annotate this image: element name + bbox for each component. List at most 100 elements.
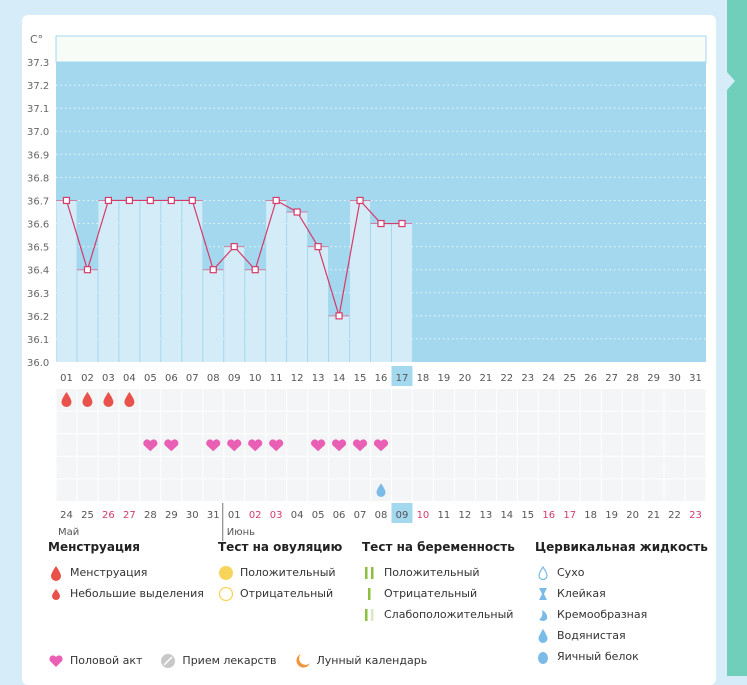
symbol-cell xyxy=(475,479,496,501)
legend-label: Прием лекарств xyxy=(182,654,277,667)
symbol-cell xyxy=(622,456,643,479)
cycle-day-label: 15 xyxy=(354,373,367,384)
symbol-cell xyxy=(245,479,266,501)
symbol-cell xyxy=(517,456,538,479)
symbol-cell xyxy=(496,479,517,501)
current-date-highlight xyxy=(391,503,413,523)
legend-label: Менструация xyxy=(70,566,148,579)
temperature-bar xyxy=(287,212,308,362)
temperature-point xyxy=(230,243,238,251)
legend-item: Кремообразная xyxy=(535,604,708,625)
symbol-cell xyxy=(287,411,308,434)
symbol-cell xyxy=(182,411,203,434)
symbol-cell xyxy=(496,389,517,411)
symbol-cell xyxy=(98,479,119,501)
symbol-cell xyxy=(224,479,245,501)
symbol-cell xyxy=(140,411,161,434)
symbol-cell xyxy=(685,434,706,456)
legend-label: Небольшие выделения xyxy=(70,587,204,600)
moon-icon xyxy=(295,653,311,669)
arrow-right-icon[interactable] xyxy=(727,72,735,90)
symbol-cell xyxy=(538,389,559,411)
small-drop-icon xyxy=(48,586,64,602)
symbol-cell xyxy=(664,456,685,479)
symbol-cell xyxy=(412,389,433,411)
menstruation-drop-icon xyxy=(61,392,72,407)
date-label: 01 xyxy=(228,510,241,521)
cycle-day-label: 26 xyxy=(584,373,597,384)
legend-item: Прием лекарств xyxy=(160,650,277,671)
symbol-cell xyxy=(371,389,391,411)
legend-item: Положительный xyxy=(218,562,342,583)
symbol-cell xyxy=(245,456,266,479)
symbol-cell xyxy=(329,389,350,411)
symbol-cell xyxy=(203,389,224,411)
symbol-cell xyxy=(203,479,224,501)
symbol-cell xyxy=(391,389,412,411)
symbol-cell xyxy=(601,434,622,456)
legend-title: Менструация xyxy=(48,540,140,554)
symbol-cell xyxy=(496,456,517,479)
symbol-cell xyxy=(622,434,643,456)
temperature-bar xyxy=(98,200,119,362)
temperature-bar xyxy=(329,315,350,362)
legend-label: Положительный xyxy=(384,566,480,579)
symbol-cell xyxy=(77,411,98,434)
symbol-cell xyxy=(287,479,308,501)
legend-other: Половой акт Прием лекарств Лунный календ… xyxy=(48,650,427,671)
symbol-cell xyxy=(161,479,182,501)
temperature-bar xyxy=(371,223,391,362)
symbol-cell xyxy=(496,411,517,434)
temperature-bar xyxy=(391,223,412,362)
temperature-bar xyxy=(182,200,203,362)
symbol-cell xyxy=(119,434,140,456)
symbol-cell xyxy=(580,434,601,456)
legend-item: Яичный белок xyxy=(535,646,708,667)
temperature-bar xyxy=(119,200,140,362)
date-label: 13 xyxy=(479,510,492,521)
legend-item: Отрицательный xyxy=(362,583,515,604)
temperature-point xyxy=(314,243,322,251)
symbol-cell xyxy=(119,456,140,479)
symbol-cell xyxy=(475,389,496,411)
side-panel-strip[interactable] xyxy=(727,0,747,676)
symbol-cell xyxy=(517,479,538,501)
symbol-cell xyxy=(224,456,245,479)
heart-icon xyxy=(311,439,326,452)
cycle-day-label: 12 xyxy=(291,373,304,384)
cycle-day-label: 29 xyxy=(647,373,660,384)
date-label: 08 xyxy=(375,510,388,521)
symbol-cell xyxy=(685,456,706,479)
temperature-point xyxy=(62,196,71,205)
symbol-cell xyxy=(161,411,182,434)
y-tick-label: 36.1 xyxy=(27,335,49,346)
temperature-bar xyxy=(161,200,182,362)
drop-outline-icon xyxy=(535,565,551,581)
symbol-cell xyxy=(329,456,350,479)
legend-cervical: Цервикальная жидкость Сухо Клейкая Кремо… xyxy=(535,540,708,667)
legend-label: Слабоположительный xyxy=(384,608,514,621)
date-label: 02 xyxy=(249,510,262,521)
symbol-cell xyxy=(266,411,287,434)
cycle-day-label: 28 xyxy=(626,373,639,384)
circle-filled-icon xyxy=(218,565,234,581)
half-drop-icon xyxy=(535,607,551,623)
symbol-cell xyxy=(350,389,371,411)
symbol-cell xyxy=(664,434,685,456)
y-tick-label: 36.5 xyxy=(27,243,49,254)
symbol-cell xyxy=(308,479,329,501)
symbol-cell xyxy=(559,456,580,479)
temperature-point xyxy=(335,312,343,320)
symbol-cell xyxy=(77,456,98,479)
symbol-cell xyxy=(622,479,643,501)
symbol-cell xyxy=(98,456,119,479)
symbol-cell xyxy=(496,434,517,456)
y-tick-label: 37.0 xyxy=(27,127,49,138)
temperature-point xyxy=(293,208,301,216)
symbol-cell xyxy=(56,411,77,434)
legend-menstruation: Менструация Менструация Небольшие выделе… xyxy=(48,540,204,604)
temperature-point xyxy=(146,196,154,205)
symbol-cell xyxy=(266,456,287,479)
symbol-cell xyxy=(580,479,601,501)
temperature-point xyxy=(251,266,259,274)
